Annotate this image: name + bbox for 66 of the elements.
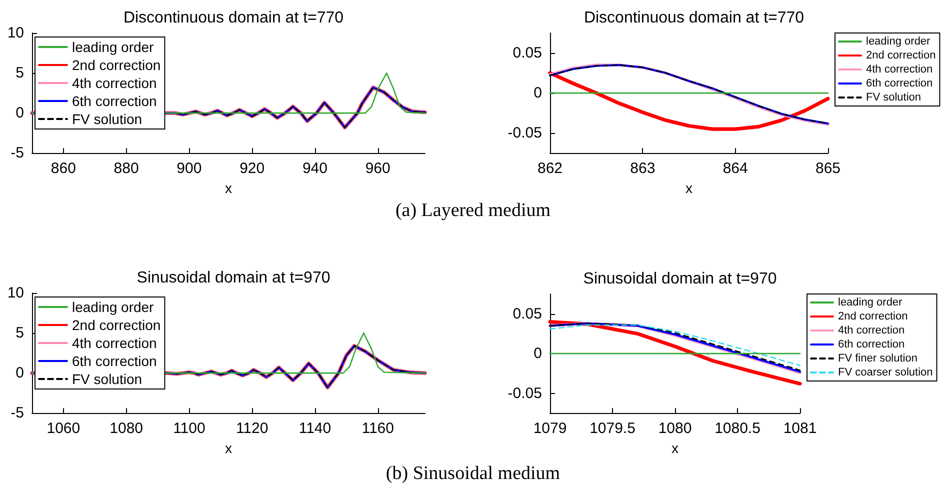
y-tick-label: 10: [7, 284, 24, 302]
legend-label: 4th correction: [866, 64, 933, 76]
x-tick-label: 1160: [362, 420, 394, 438]
chart-title: Sinusoidal domain at t=970: [583, 270, 777, 288]
y-tick-label: 0.05: [512, 305, 542, 322]
x-axis-title: x: [686, 180, 692, 196]
x-tick-label: 1080.5: [714, 420, 760, 438]
legend-label: leading order: [866, 36, 931, 48]
x-tick-label: 920: [240, 160, 265, 178]
x-tick-label: 1081: [783, 420, 817, 438]
x-tick-label: 1080: [658, 420, 692, 438]
x-tick-label: 860: [50, 160, 76, 178]
x-axis-title: x: [672, 440, 678, 456]
y-tick-label: 0: [534, 345, 542, 362]
legend-label: leading order: [72, 299, 154, 315]
x-tick-label: 864: [722, 160, 748, 178]
y-tick-label: -5: [10, 404, 24, 422]
legend-label: 2nd correction: [838, 310, 908, 322]
y-tick-label: 0: [16, 104, 24, 122]
y-tick-label: 0: [16, 364, 24, 382]
text: (a) Layered medium: [394, 200, 552, 222]
legend-label: 6th correction: [72, 353, 157, 369]
x-tick-label: 1079.5: [590, 420, 636, 438]
legend-label: FV finer solution: [838, 352, 918, 364]
x-tick-label: 1120: [236, 420, 268, 438]
x-axis-title: x: [225, 440, 232, 456]
legend-label: FV solution: [72, 111, 142, 127]
y-tick-label: -5: [10, 144, 24, 162]
x-tick-label: 1079: [533, 420, 567, 438]
y-tick-label: 0.05: [512, 44, 542, 62]
y-tick-label: -0.05: [508, 384, 542, 402]
legend-label: 4th correction: [838, 324, 905, 336]
y-tick-label: 5: [16, 64, 24, 82]
x-tick-label: 1080: [110, 420, 144, 438]
legend-label: FV solution: [72, 371, 142, 387]
x-tick-label: 862: [537, 160, 563, 178]
y-tick-label: -0.05: [508, 124, 542, 142]
text: (b) Sinusoidal medium: [384, 463, 562, 485]
x-tick-label: 960: [365, 160, 390, 178]
legend-label: 2nd correction: [866, 50, 936, 62]
x-tick-label: 865: [815, 160, 841, 178]
legend-label: 6th correction: [866, 78, 933, 90]
x-tick-label: 1100: [173, 420, 206, 438]
legend-label: leading order: [72, 39, 154, 55]
x-tick-label: 1140: [298, 420, 332, 438]
legend-label: 6th correction: [72, 93, 157, 109]
legend-label: 2nd correction: [72, 57, 161, 73]
y-tick-label: 0: [534, 84, 542, 102]
legend-label: FV coarser solution: [838, 366, 933, 378]
x-tick-label: 880: [114, 160, 139, 178]
legend-label: 2nd correction: [72, 317, 161, 333]
chart-title: Discontinuous domain at t=770: [584, 10, 804, 26]
legend-label: 6th correction: [838, 338, 905, 350]
x-tick-label: 900: [176, 160, 202, 178]
y-tick-label: 10: [7, 24, 24, 42]
chart-title: Discontinuous domain at t=770: [123, 10, 344, 26]
x-tick-label: 863: [630, 160, 656, 178]
x-tick-label: 940: [302, 160, 328, 178]
x-tick-label: 1060: [46, 420, 80, 438]
legend-label: leading order: [838, 296, 903, 308]
x-axis-title: x: [225, 180, 232, 196]
legend-label: 4th correction: [72, 75, 157, 91]
y-tick-label: 5: [16, 324, 24, 342]
chart-title: Sinusoidal domain at t=970: [136, 270, 330, 286]
legend-label: 4th correction: [72, 335, 157, 351]
legend-label: FV solution: [866, 92, 922, 104]
